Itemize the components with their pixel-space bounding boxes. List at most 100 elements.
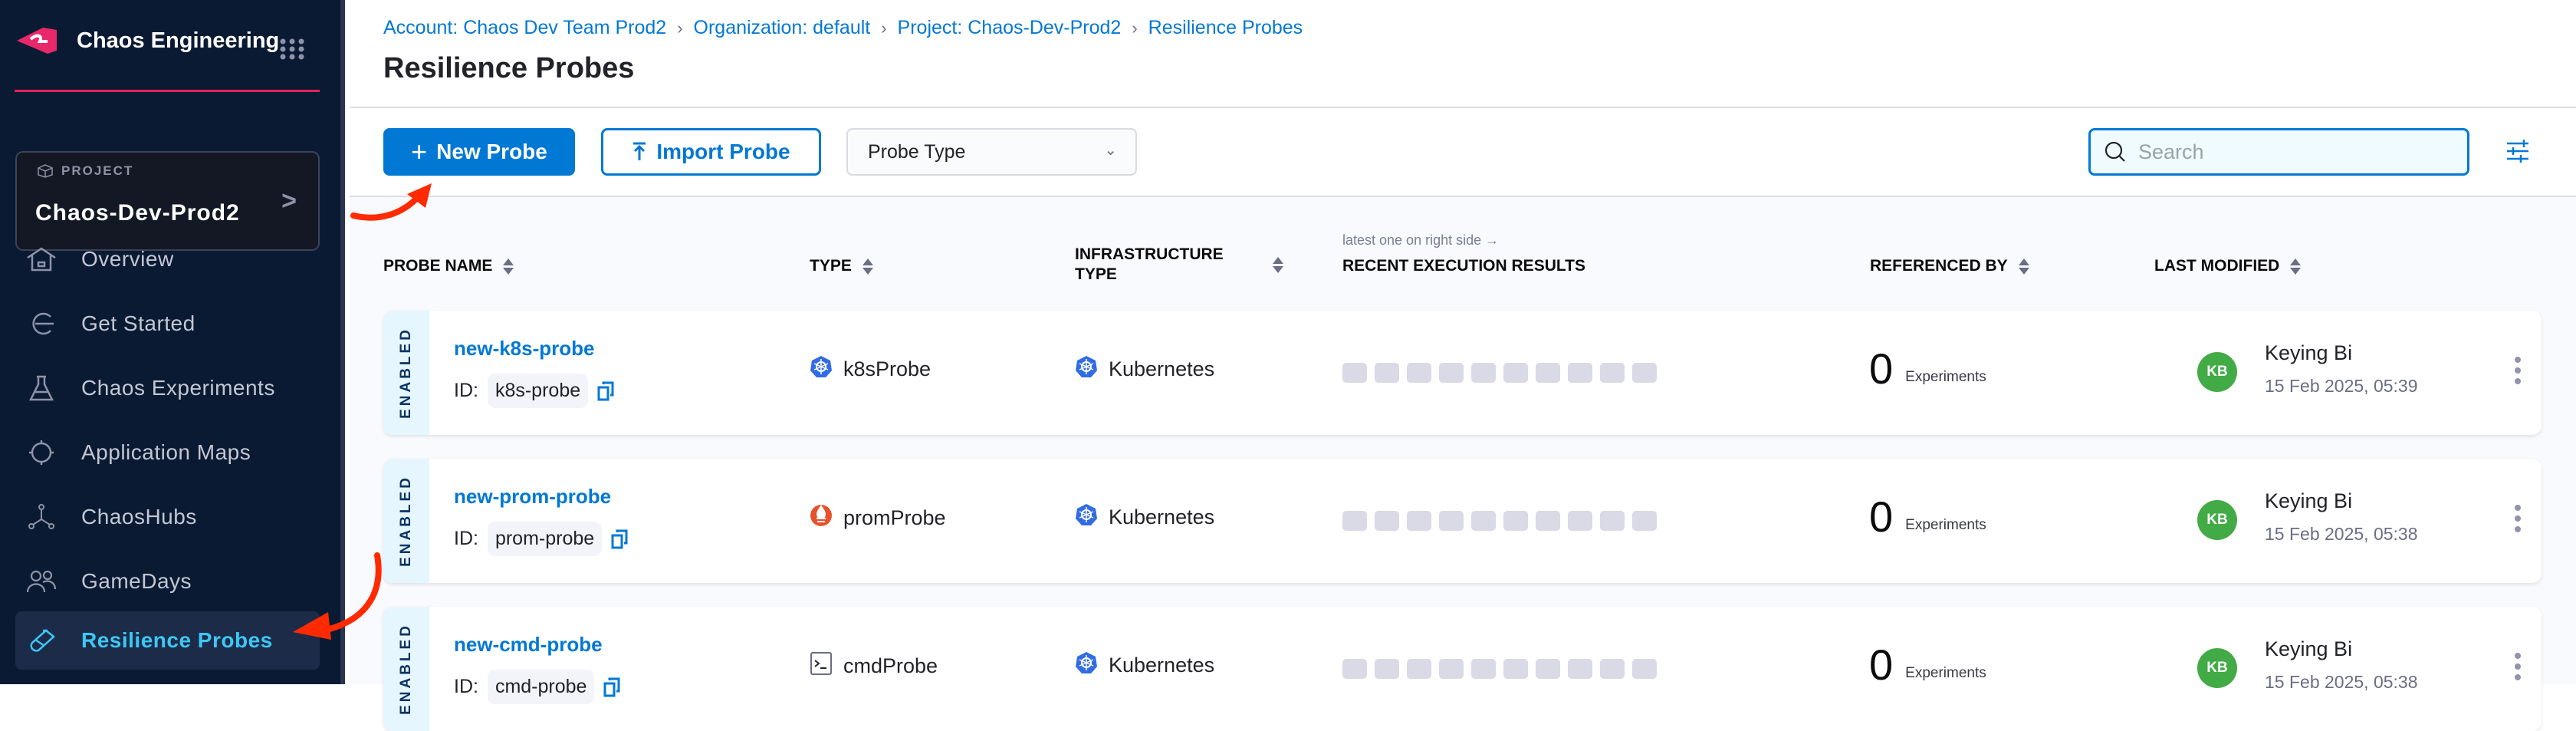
breadcrumb-project[interactable]: Project: Chaos-Dev-Prod2 [897, 17, 1122, 38]
plus-icon: + [411, 136, 428, 167]
get-started-icon [26, 308, 57, 339]
upload-icon [633, 142, 646, 160]
probe-name-link[interactable]: new-cmd-probe [454, 633, 603, 656]
execution-result-placeholder [1342, 659, 1367, 679]
search-field[interactable] [2088, 128, 2469, 176]
execution-result-placeholder [1471, 659, 1496, 679]
execution-result-placeholder [1568, 659, 1592, 679]
table-row[interactable]: ENABLED new-prom-probe ID: prom-probe pro… [383, 459, 2542, 583]
more-options-icon[interactable] [2515, 357, 2521, 384]
avatar: KB [2197, 648, 2237, 688]
divider [350, 107, 2576, 108]
toolbar: + New Probe Import Probe Probe Type ⌄ [350, 108, 2576, 196]
infrastructure-type: Kubernetes [1075, 503, 1214, 532]
column-probe-name[interactable]: PROBE NAME [383, 256, 514, 276]
probe-type: promProbe [810, 503, 946, 533]
referenced-by: 0 Experiments [1869, 492, 1986, 541]
import-probe-button[interactable]: Import Probe [601, 128, 821, 176]
sidebar-item-chaoshubs[interactable]: ChaosHubs [15, 488, 320, 546]
table-row[interactable]: ENABLED new-cmd-probe ID: cmd-probe cmdPr… [383, 607, 2542, 731]
probe-id: ID: cmd-probe [454, 670, 620, 704]
search-icon [2104, 141, 2125, 162]
column-type[interactable]: TYPE [810, 256, 873, 276]
execution-result-placeholder [1407, 659, 1431, 679]
sidebar-item-chaos-experiments[interactable]: Chaos Experiments [15, 359, 320, 417]
project-selector[interactable]: PROJECT Chaos-Dev-Prod2 > [15, 151, 320, 251]
sidebar: Chaos Engineering PROJECT Chaos-Dev-Prod… [0, 0, 345, 684]
column-infrastructure-type[interactable]: INFRASTRUCTURE TYPE [1075, 245, 1283, 285]
kubernetes-icon [1075, 503, 1098, 532]
column-recent-execution-results: RECENT EXECUTION RESULTS [1342, 257, 1585, 275]
probe-name-link[interactable]: new-k8s-probe [454, 337, 595, 360]
main-content: Account: Chaos Dev Team Prod2 › Organizat… [350, 0, 2576, 731]
search-input[interactable] [2138, 140, 2445, 164]
column-last-modified[interactable]: LAST MODIFIED [2154, 256, 2302, 276]
execution-result-placeholder [1471, 511, 1496, 531]
sort-icon [862, 258, 873, 275]
copy-icon[interactable] [611, 529, 628, 549]
breadcrumb: Account: Chaos Dev Team Prod2 › Organizat… [383, 17, 1303, 39]
app-switcher-icon[interactable] [280, 38, 304, 60]
execution-result-placeholder [1600, 363, 1625, 383]
breadcrumb-current[interactable]: Resilience Probes [1148, 17, 1303, 38]
probe-id: ID: k8s-probe [454, 374, 614, 408]
recent-execution-results [1342, 659, 1657, 679]
breadcrumb-account[interactable]: Account: Chaos Dev Team Prod2 [383, 17, 667, 38]
avatar: KB [2197, 500, 2237, 540]
terminal-icon [810, 651, 833, 681]
execution-result-placeholder [1375, 511, 1399, 531]
execution-result-placeholder [1568, 511, 1592, 531]
probe-type: cmdProbe [810, 651, 938, 681]
prometheus-icon [810, 503, 833, 533]
filter-settings-icon[interactable] [2505, 137, 2530, 165]
infrastructure-type: Kubernetes [1075, 651, 1214, 680]
brand[interactable]: Chaos Engineering [17, 28, 279, 54]
sort-icon [2290, 258, 2302, 275]
target-icon [26, 437, 57, 468]
infrastructure-type: Kubernetes [1075, 355, 1214, 384]
sort-icon [1272, 256, 1283, 273]
probe-name-link[interactable]: new-prom-probe [454, 485, 612, 508]
cube-icon [38, 164, 53, 178]
chevron-right-icon: › [677, 18, 683, 38]
probe-type-dropdown[interactable]: Probe Type ⌄ [846, 128, 1137, 176]
home-icon [26, 244, 57, 275]
table-row[interactable]: ENABLED new-k8s-probe ID: k8s-probe k8sPr… [383, 311, 2542, 435]
execution-result-placeholder [1632, 511, 1657, 531]
chevron-right-icon: › [881, 18, 887, 38]
execution-result-placeholder [1407, 363, 1431, 383]
project-name: Chaos-Dev-Prod2 [35, 200, 240, 226]
sidebar-item-gamedays[interactable]: GameDays [15, 552, 320, 611]
probe-id-value: k8s-probe [487, 374, 589, 408]
sidebar-item-resilience-probes[interactable]: Resilience Probes [15, 611, 320, 670]
execution-result-placeholder [1632, 659, 1657, 679]
probe-icon [26, 625, 57, 656]
execution-result-placeholder [1600, 659, 1625, 679]
sidebar-item-overview[interactable]: Overview [15, 230, 320, 288]
column-referenced-by[interactable]: REFERENCED BY [1870, 256, 2029, 276]
users-icon [26, 566, 57, 597]
app-name: Chaos Engineering [77, 28, 280, 53]
execution-result-placeholder [1471, 363, 1496, 383]
sidebar-item-application-maps[interactable]: Application Maps [15, 423, 320, 482]
hub-icon [26, 502, 57, 532]
copy-icon[interactable] [603, 677, 620, 697]
more-options-icon[interactable] [2515, 505, 2521, 532]
sort-icon [503, 258, 514, 275]
referenced-by: 0 Experiments [1869, 640, 1986, 689]
more-options-icon[interactable] [2515, 653, 2521, 680]
execution-result-placeholder [1600, 511, 1625, 531]
last-modified: Keying Bi 15 Feb 2025, 05:38 [2265, 637, 2418, 692]
copy-icon[interactable] [597, 381, 614, 401]
execution-result-placeholder [1439, 659, 1464, 679]
new-probe-button[interactable]: + New Probe [383, 128, 575, 176]
chevron-down-icon: ⌄ [1104, 142, 1117, 159]
kubernetes-icon [1075, 355, 1098, 384]
avatar: KB [2197, 352, 2237, 392]
recent-execution-results [1342, 511, 1657, 531]
status-badge: ENABLED [383, 311, 429, 435]
execution-result-placeholder [1536, 511, 1560, 531]
breadcrumb-organization[interactable]: Organization: default [693, 17, 871, 38]
sidebar-item-get-started[interactable]: Get Started [15, 295, 320, 353]
kubernetes-icon [810, 355, 833, 384]
